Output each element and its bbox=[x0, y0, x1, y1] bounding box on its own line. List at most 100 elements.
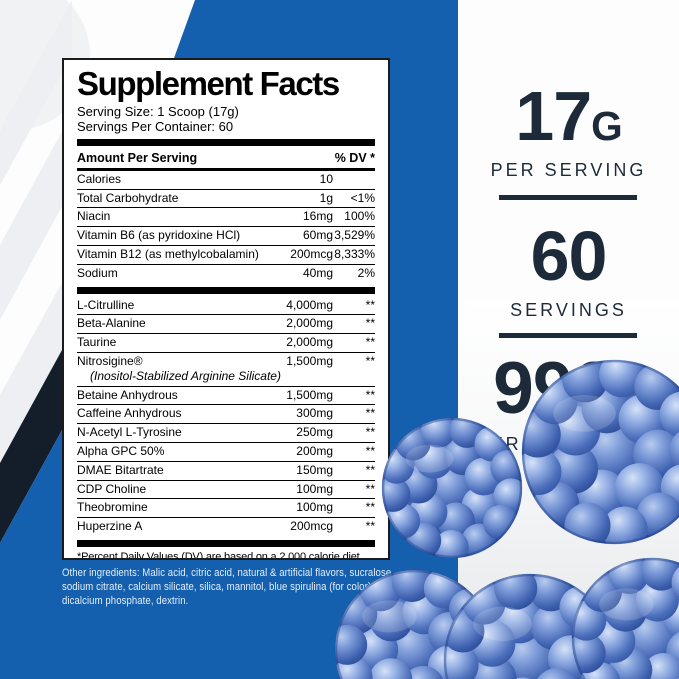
facts-row: Nitrosigine® 1,500mg ** (Inositol-Stabilize… bbox=[77, 353, 375, 387]
ingredient-dv: ** bbox=[365, 481, 375, 496]
divider-bar bbox=[77, 138, 375, 146]
ingredient-amount: 1g bbox=[319, 190, 333, 205]
ingredient-dv: ** bbox=[365, 316, 375, 331]
facts-row: Theobromine 100mg ** bbox=[77, 499, 375, 519]
highlight-servings: 60 SERVINGS bbox=[458, 221, 679, 321]
facts-row: CDP Choline 100mg ** bbox=[77, 481, 375, 500]
serving-size: Serving Size: 1 Scoop (17g) bbox=[77, 103, 239, 119]
facts-row: N-Acetyl L-Tyrosine 250mg ** bbox=[77, 424, 375, 443]
ingredient-amount: 200mcg bbox=[290, 247, 333, 262]
ingredient-name: Niacin bbox=[77, 209, 111, 224]
ingredient-name: Theobromine bbox=[77, 500, 148, 515]
ingredient-amount: 2,000mg bbox=[286, 316, 333, 331]
per-serving-label: PER SERVING bbox=[490, 160, 647, 180]
ingredient-name: Caffeine Anhydrous bbox=[77, 406, 182, 421]
ingredient-name: L-Citrulline bbox=[77, 297, 135, 312]
raspberry bbox=[521, 359, 679, 545]
facts-row: Calories 10 bbox=[77, 171, 375, 190]
ingredient-dv: 3,529% bbox=[334, 228, 375, 243]
ingredient-dv: <1% bbox=[350, 190, 375, 205]
facts-row: Beta-Alanine 2,000mg ** bbox=[77, 315, 375, 335]
ingredient-amount: 200mg bbox=[296, 444, 333, 458]
ingredient-name: DMAE Bitartrate bbox=[77, 462, 164, 477]
ingredient-amount: 40mg bbox=[302, 265, 333, 280]
facts-row: L-Citrulline 4,000mg ** bbox=[77, 297, 375, 316]
ingredient-dv: ** bbox=[365, 406, 375, 421]
value-unit: G bbox=[591, 103, 623, 149]
ingredient-amount: 250mg bbox=[296, 425, 333, 440]
raspberry bbox=[381, 417, 523, 559]
highlight-divider bbox=[499, 333, 637, 338]
ingredient-dv: ** bbox=[365, 297, 375, 312]
facts-row: Huperzine A 200mcg ** bbox=[77, 518, 375, 536]
ingredient-amount: 100mg bbox=[296, 500, 333, 515]
facts-row: Total Carbohydrate 1g <1% bbox=[77, 190, 375, 209]
ingredient-amount: 10 bbox=[319, 171, 333, 186]
ingredient-amount: 1,500mg bbox=[286, 354, 333, 369]
divider-bar bbox=[77, 286, 375, 294]
ingredient-amount: 2,000mg bbox=[286, 335, 333, 350]
value-number: 60 bbox=[530, 217, 608, 295]
ingredient-amount: 1,500mg bbox=[286, 387, 333, 402]
ingredient-dv: ** bbox=[365, 335, 375, 350]
ingredient-dv: ** bbox=[365, 500, 375, 515]
dv-header: % DV * bbox=[334, 150, 375, 165]
ingredient-dv: 100% bbox=[344, 209, 375, 224]
highlight-per-serving: 17G PER SERVING bbox=[458, 81, 679, 181]
facts-row: Alpha GPC 50% 200mg ** bbox=[77, 443, 375, 462]
ingredient-dv: 8,333% bbox=[334, 247, 375, 262]
facts-table-actives: L-Citrulline 4,000mg ** Beta-Alanine 2,000mg… bbox=[77, 297, 375, 536]
ingredient-name: Total Carbohydrate bbox=[77, 190, 179, 205]
ingredient-dv: ** bbox=[365, 387, 375, 402]
facts-row: Caffeine Anhydrous 300mg ** bbox=[77, 405, 375, 425]
ingredient-name: Taurine bbox=[77, 335, 117, 350]
ingredient-amount: 100mg bbox=[296, 481, 333, 496]
facts-header: Amount Per Serving % DV * bbox=[77, 149, 375, 171]
raspberry bbox=[571, 557, 679, 679]
facts-row: Vitamin B6 (as pyridoxine HCl) 60mg 3,529% bbox=[77, 227, 375, 247]
ingredient-amount: 150mg bbox=[296, 462, 333, 477]
highlight-divider bbox=[499, 195, 637, 200]
ingredient-name: Calories bbox=[77, 171, 122, 186]
ingredient-name: Sodium bbox=[77, 265, 118, 280]
ingredient-dv: ** bbox=[365, 425, 375, 440]
ingredient-amount: 200mcg bbox=[290, 519, 333, 534]
facts-row: Taurine 2,000mg ** bbox=[77, 334, 375, 354]
ingredient-name: Beta-Alanine bbox=[77, 316, 146, 331]
ingredient-name: Nitrosigine® bbox=[77, 354, 143, 369]
ingredient-dv: ** bbox=[365, 462, 375, 477]
servings-label: SERVINGS bbox=[510, 300, 627, 320]
facts-row: Betaine Anhydrous 1,500mg ** bbox=[77, 387, 375, 406]
ingredient-name: Vitamin B12 (as methylcobalamin) bbox=[77, 247, 259, 262]
facts-row: DMAE Bitartrate 150mg ** bbox=[77, 462, 375, 481]
facts-row: Niacin 16mg 100% bbox=[77, 208, 375, 228]
ingredient-dv: ** bbox=[365, 444, 375, 458]
ingredient-amount: 16mg bbox=[302, 209, 333, 224]
ingredient-amount: 300mg bbox=[296, 406, 333, 421]
per-serving-value: 17G bbox=[458, 81, 679, 151]
amount-header: Amount Per Serving bbox=[77, 150, 198, 165]
ingredient-dv: 2% bbox=[357, 265, 375, 280]
ingredient-name: Huperzine A bbox=[77, 519, 143, 534]
ingredient-name: Betaine Anhydrous bbox=[77, 387, 178, 402]
footnote-dv: *Percent Daily Values (DV) are based on … bbox=[77, 550, 363, 560]
divider-bar bbox=[77, 539, 375, 547]
ingredient-name: Alpha GPC 50% bbox=[77, 444, 165, 458]
ingredient-amount: 60mg bbox=[302, 228, 333, 243]
value-number: 17 bbox=[515, 77, 592, 155]
ingredient-amount: 4,000mg bbox=[286, 297, 333, 312]
servings-per-container: Servings Per Container: 60 bbox=[77, 119, 234, 135]
facts-row: Sodium 40mg 2% bbox=[77, 265, 375, 283]
facts-table-vitamins: Calories 10 Total Carbohydrate 1g <1% Niacin 1… bbox=[77, 171, 375, 283]
facts-row: Vitamin B12 (as methylcobalamin) 200mcg 8,… bbox=[77, 246, 375, 265]
ingredient-name: N-Acetyl L-Tyrosine bbox=[77, 425, 182, 440]
ingredient-name: Vitamin B6 (as pyridoxine HCl) bbox=[77, 228, 241, 243]
ingredient-dv: ** bbox=[365, 354, 375, 369]
ingredient-subname: (Inositol-Stabilized Arginine Silicate) bbox=[90, 368, 281, 383]
ingredient-name: CDP Choline bbox=[77, 481, 147, 496]
supplement-facts-panel: Supplement Facts Serving Size: 1 Scoop (… bbox=[62, 58, 390, 560]
servings-value: 60 bbox=[458, 221, 679, 291]
panel-title: Supplement Facts bbox=[77, 65, 340, 102]
